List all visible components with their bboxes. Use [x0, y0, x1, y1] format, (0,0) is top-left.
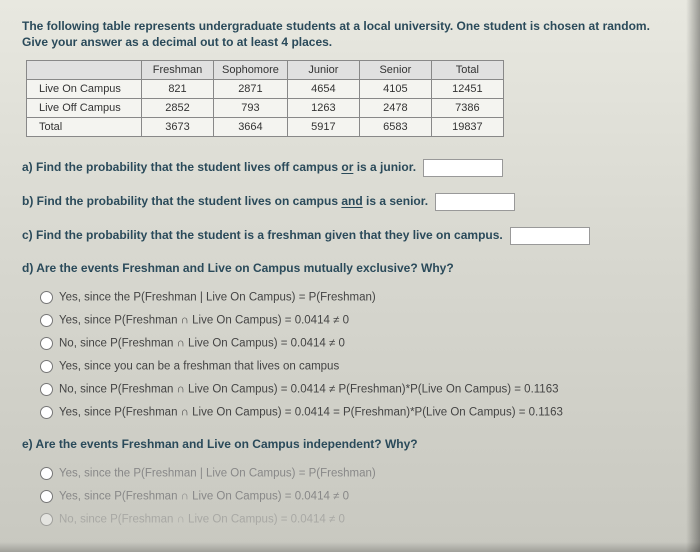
table-cell: 4105 [359, 80, 431, 99]
answer-input-b[interactable] [435, 193, 515, 211]
table-cell: 5917 [287, 118, 359, 137]
table-row: Live Off Campus 2852 793 1263 2478 7386 [27, 99, 504, 118]
question-a: a) Find the probability that the student… [22, 159, 678, 177]
radio-e-1[interactable] [40, 467, 53, 480]
col-header: Sophomore [214, 61, 288, 80]
data-table: Freshman Sophomore Junior Senior Total L… [26, 60, 504, 137]
col-header: Senior [359, 61, 431, 80]
options-d: Yes, since the P(Freshman | Live On Camp… [40, 291, 678, 419]
option-label: Yes, since the P(Freshman | Live On Camp… [59, 292, 376, 304]
option-label: No, since P(Freshman ∩ Live On Campus) =… [59, 514, 345, 526]
table-cell: 2852 [142, 99, 214, 118]
problem-container: The following table represents undergrad… [0, 0, 700, 552]
table-cell: 6583 [359, 118, 431, 137]
table-row: Total 3673 3664 5917 6583 19837 [27, 118, 504, 137]
qb-text-post: is a senior. [363, 195, 428, 209]
option-label: No, since P(Freshman ∩ Live On Campus) =… [59, 338, 345, 350]
option-label: Yes, since P(Freshman ∩ Live On Campus) … [59, 315, 349, 327]
qa-und: or [341, 161, 353, 175]
table-cell: 793 [214, 99, 288, 118]
qb-und: and [341, 195, 362, 209]
option-label: Yes, since P(Freshman ∩ Live On Campus) … [59, 407, 563, 419]
col-header: Junior [287, 61, 359, 80]
table-row: Live On Campus 821 2871 4654 4105 12451 [27, 80, 504, 99]
radio-d-5[interactable] [40, 383, 53, 396]
qc-text: c) Find the probability that the student… [22, 229, 503, 243]
question-c: c) Find the probability that the student… [22, 227, 678, 245]
qa-text-post: is a junior. [353, 161, 416, 175]
col-header: Freshman [142, 61, 214, 80]
intro-text: The following table represents undergrad… [22, 18, 678, 50]
question-d: d) Are the events Freshman and Live on C… [22, 261, 678, 275]
qb-text-pre: b) Find the probability that the student… [22, 195, 341, 209]
radio-d-1[interactable] [40, 291, 53, 304]
table-cell: 2478 [359, 99, 431, 118]
answer-input-c[interactable] [510, 227, 590, 245]
table-cell: 19837 [431, 118, 503, 137]
shadow-edge-right [686, 0, 700, 552]
table-corner-cell [27, 61, 142, 80]
table-cell: 821 [142, 80, 214, 99]
option-label: Yes, since you can be a freshman that li… [59, 361, 339, 373]
row-label: Total [27, 118, 142, 137]
table-cell: 2871 [214, 80, 288, 99]
radio-e-2[interactable] [40, 490, 53, 503]
option-label: Yes, since P(Freshman ∩ Live On Campus) … [59, 491, 349, 503]
question-e: e) Are the events Freshman and Live on C… [22, 437, 678, 451]
shadow-edge-bottom [0, 542, 700, 552]
options-e: Yes, since the P(Freshman | Live On Camp… [40, 467, 678, 526]
table-cell: 3664 [214, 118, 288, 137]
row-label: Live Off Campus [27, 99, 142, 118]
option-label: No, since P(Freshman ∩ Live On Campus) =… [59, 384, 559, 396]
table-cell: 12451 [431, 80, 503, 99]
radio-d-2[interactable] [40, 314, 53, 327]
radio-d-3[interactable] [40, 337, 53, 350]
table-cell: 4654 [287, 80, 359, 99]
question-b: b) Find the probability that the student… [22, 193, 678, 211]
row-label: Live On Campus [27, 80, 142, 99]
radio-d-6[interactable] [40, 406, 53, 419]
option-label: Yes, since the P(Freshman | Live On Camp… [59, 468, 376, 480]
table-header-row: Freshman Sophomore Junior Senior Total [27, 61, 504, 80]
table-cell: 3673 [142, 118, 214, 137]
radio-e-3[interactable] [40, 513, 53, 526]
answer-input-a[interactable] [423, 159, 503, 177]
table-cell: 7386 [431, 99, 503, 118]
qa-text-pre: a) Find the probability that the student… [22, 161, 341, 175]
table-cell: 1263 [287, 99, 359, 118]
radio-d-4[interactable] [40, 360, 53, 373]
col-header: Total [431, 61, 503, 80]
